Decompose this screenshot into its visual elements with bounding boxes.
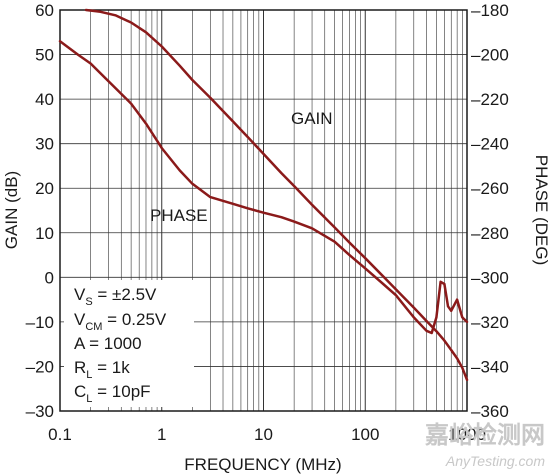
y-right-tick-label: –260 (471, 179, 509, 198)
watermark-url: AnyTesting.com (445, 453, 545, 469)
y-left-tick-label: –30 (26, 402, 54, 421)
condition-rl: RL = 1k (74, 358, 130, 381)
condition-gain: A = 1000 (74, 334, 142, 353)
x-axis-label: FREQUENCY (MHz) (184, 455, 341, 474)
y-right-tick-label: –360 (471, 402, 509, 421)
y-right-tick-label: –220 (471, 90, 509, 109)
y-right-tick-label: –300 (471, 268, 509, 287)
y-right-tick-label: –280 (471, 224, 509, 243)
x-tick-label: 100 (351, 425, 379, 444)
series-lines (58, 8, 469, 382)
condition-cl: CL = 10pF (74, 382, 151, 405)
y-right-tick-label: –340 (471, 357, 509, 376)
plot-frame (59, 9, 468, 412)
y-left-axis-label: GAIN (dB) (2, 171, 21, 249)
y-left-tick-label: –20 (26, 357, 54, 376)
y-left-tick-label: 10 (35, 224, 54, 243)
y-right-tick-label: –240 (471, 135, 509, 154)
x-tick-label: 1000 (448, 425, 486, 444)
y-left-tick-label: 0 (45, 268, 54, 287)
y-left-tick-label: –10 (26, 313, 54, 332)
gain-annotation: GAIN (291, 109, 333, 128)
condition-vcm: VCM = 0.25V (74, 310, 167, 333)
y-left-tick-label: 30 (35, 135, 54, 154)
y-right-axis-label: PHASE (DEG) (532, 155, 551, 266)
y-left-tick-label: 50 (35, 46, 54, 65)
y-left-tick-label: 40 (35, 90, 54, 109)
y-left-tick-label: 60 (35, 1, 54, 20)
watermark-title: 嘉峪检测网 (425, 421, 545, 449)
y-right-tick-label: –200 (471, 46, 509, 65)
y-right-tick-labels: –180 –200 –220 –240 –260 –280 –300 –320 –340 –360 (471, 1, 509, 421)
conditions-legend: VS = ±2.5V VCM = 0.25V A = 1000 RL = 1k … (64, 280, 194, 407)
x-tick-label: 0.1 (48, 425, 72, 444)
x-tick-label: 10 (254, 425, 273, 444)
phase-annotation: PHASE (150, 206, 208, 225)
series-line-phase (58, 39, 469, 335)
series-line-gain (84, 8, 469, 382)
x-tick-labels: 0.1 1 10 100 1000 (48, 425, 486, 444)
y-right-tick-label: –180 (471, 1, 509, 20)
y-right-tick-label: –320 (471, 313, 509, 332)
y-left-tick-label: 20 (35, 179, 54, 198)
grid (60, 10, 467, 411)
condition-vs: VS = ±2.5V (74, 285, 157, 308)
y-left-tick-labels: 60 50 40 30 20 10 0 –10 –20 –30 (26, 1, 54, 421)
x-tick-label: 1 (157, 425, 166, 444)
